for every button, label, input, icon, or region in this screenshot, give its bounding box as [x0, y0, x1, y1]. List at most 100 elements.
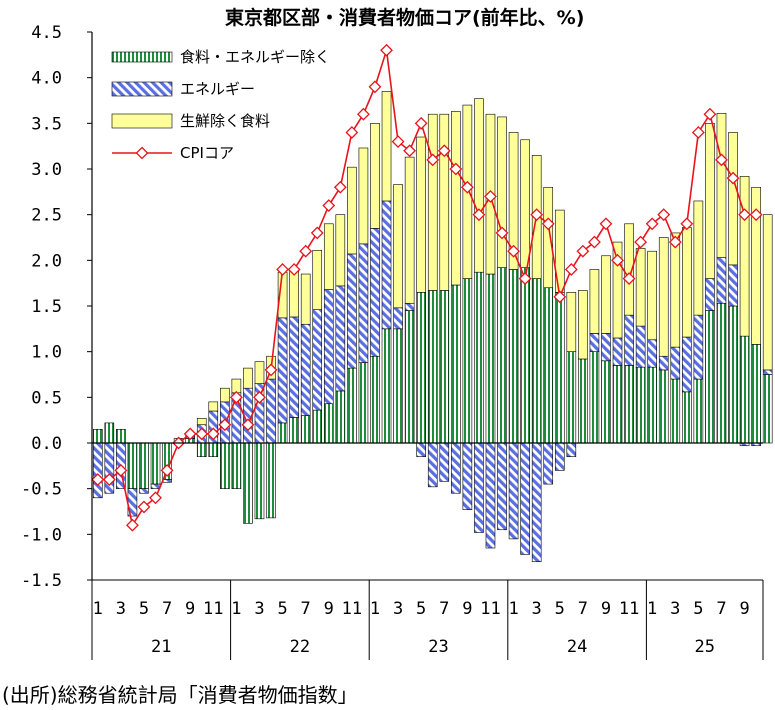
cpi-core-point [622, 272, 636, 286]
x-tick-label: 7 [716, 599, 726, 619]
x-tick-label: 11 [203, 599, 223, 619]
legend-label: 生鮮除く食料 [180, 112, 270, 130]
bar-food-ex-fresh [762, 214, 773, 371]
bar-core-ex-food-energy [554, 291, 565, 444]
bar-energy [312, 309, 323, 411]
cpi-core-point [102, 473, 116, 486]
bar-energy [150, 483, 161, 489]
bar-food-ex-fresh [416, 136, 426, 293]
cpi-core-point [137, 500, 151, 514]
bar-energy [300, 323, 311, 416]
bar-core-ex-food-energy [139, 442, 149, 489]
bar-core-ex-food-energy [543, 287, 554, 444]
x-tick-label: 3 [254, 599, 264, 619]
bar-food-ex-fresh [451, 111, 461, 286]
bar-core-ex-food-energy [601, 360, 611, 444]
year-label: 22 [290, 637, 310, 657]
bar-food-ex-fresh [624, 223, 634, 316]
cpi-core-point [680, 217, 694, 231]
bar-core-ex-food-energy [451, 284, 461, 444]
cpi-core-point [414, 116, 428, 130]
cpi-core-point [599, 217, 613, 231]
y-tick-label: -1.0 [21, 525, 62, 545]
cpi-core-point [195, 427, 209, 441]
cpi-core-point [611, 253, 624, 267]
cpi-core-point [645, 217, 659, 231]
bar-core-ex-food-energy [150, 442, 161, 485]
bar-core-ex-food-energy [716, 302, 727, 444]
cpi-core-point [541, 217, 555, 231]
bar-food-ex-fresh [254, 361, 265, 384]
cpi-core-point [715, 153, 728, 167]
bar-core-ex-food-energy [566, 351, 577, 444]
legend-label: 食料・エネルギー除く [180, 48, 330, 66]
x-tick-label: 11 [619, 599, 639, 619]
bar-food-ex-fresh [208, 401, 219, 412]
cpi-core-point [391, 135, 405, 149]
bar-energy [508, 442, 519, 540]
cpi-core-point [634, 235, 648, 249]
x-tick-label: 5 [139, 599, 149, 619]
bar-food-ex-fresh [543, 186, 554, 289]
bar-food-ex-fresh [635, 248, 646, 327]
bar-core-ex-food-energy [243, 442, 253, 524]
cpi-core-point [299, 244, 313, 258]
cpi-core-point [345, 126, 359, 139]
bar-core-ex-food-energy [347, 367, 357, 444]
bar-energy [531, 442, 542, 563]
x-tick-label: 1 [231, 599, 241, 619]
cpi-core-point [149, 491, 162, 505]
bar-energy [705, 278, 715, 311]
bar-energy [427, 442, 438, 488]
bar-core-ex-food-energy [416, 291, 426, 444]
bar-food-ex-fresh [393, 184, 403, 309]
bar-food-ex-fresh [347, 166, 357, 255]
cpi-core-point [553, 290, 567, 304]
bar-energy [162, 479, 172, 483]
bar-core-ex-food-energy [589, 351, 600, 444]
year-label: 25 [694, 637, 714, 657]
bar-energy [497, 442, 507, 531]
bar-core-ex-food-energy [439, 290, 450, 444]
bar-food-ex-fresh [381, 91, 392, 202]
bar-energy [358, 243, 369, 363]
bar-core-ex-food-energy [358, 362, 369, 444]
bar-energy [370, 228, 380, 357]
cpi-core-point [183, 427, 197, 441]
bar-energy [612, 337, 623, 366]
bar-energy [728, 264, 738, 307]
bar-core-ex-food-energy [474, 271, 484, 444]
y-tick-label: 2.5 [31, 206, 62, 226]
x-tick-label: 11 [342, 599, 362, 619]
cpi-core-point [437, 144, 451, 158]
x-tick-label: 7 [301, 599, 311, 619]
bar-energy [543, 442, 554, 485]
bar-core-ex-food-energy [508, 269, 519, 444]
cpi-core-point [206, 427, 220, 441]
year-label: 23 [428, 637, 448, 657]
bar-core-ex-food-energy [485, 273, 496, 444]
cpi-core-point [310, 226, 324, 240]
source-note: (出所)総務省統計局「消費者物価指数」 [2, 683, 358, 707]
cpi-core-point [576, 244, 590, 258]
bar-food-ex-fresh [716, 112, 727, 258]
cpi-core-point [691, 126, 705, 139]
bar-energy [716, 257, 727, 304]
cpi-core-point [588, 235, 601, 249]
cpi-core-point [657, 208, 671, 222]
cpi-core-point [91, 473, 105, 486]
bar-core-ex-food-energy [116, 428, 126, 444]
cpi-core-point [495, 226, 509, 240]
x-tick-label: 1 [93, 599, 103, 619]
bar-core-ex-food-energy [404, 310, 415, 444]
bar-food-ex-fresh [312, 249, 323, 310]
bar-food-ex-fresh [728, 132, 738, 266]
bar-energy [139, 488, 149, 494]
bar-energy [323, 289, 334, 405]
y-tick-label: -0.5 [21, 480, 62, 500]
year-label: 21 [151, 637, 171, 657]
cpi-core-point [403, 144, 417, 158]
bar-energy [92, 442, 103, 499]
bar-food-ex-fresh [323, 223, 334, 290]
bar-food-ex-fresh [647, 250, 657, 341]
